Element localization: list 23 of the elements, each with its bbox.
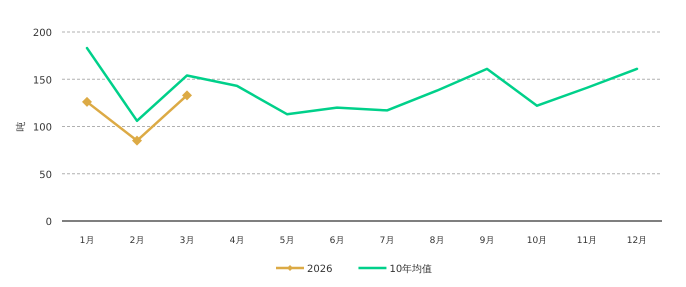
x-tick-label: 2月 xyxy=(130,236,144,246)
x-tick-label: 7月 xyxy=(380,236,394,246)
legend-label: 2026 xyxy=(307,264,332,275)
x-tick-label: 8月 xyxy=(430,236,444,246)
legend-label: 10年均值 xyxy=(389,263,432,275)
x-tick-label: 12月 xyxy=(626,236,648,246)
y-axis-title: 吨 xyxy=(15,122,27,132)
y-tick-label: 150 xyxy=(32,75,52,86)
x-tick-label: 10月 xyxy=(526,236,548,246)
x-tick-label: 9月 xyxy=(480,236,494,246)
x-tick-label: 3月 xyxy=(180,236,194,246)
x-tick-label: 6月 xyxy=(330,236,344,246)
point xyxy=(182,90,192,100)
x-tick-label: 1月 xyxy=(80,236,94,246)
x-tick-label: 4月 xyxy=(230,236,244,246)
y-tick-label: 0 xyxy=(46,217,52,228)
y-tick-label: 200 xyxy=(32,28,52,39)
point xyxy=(132,136,142,146)
y-tick-label: 100 xyxy=(32,122,52,134)
y-tick-label: 50 xyxy=(39,170,52,181)
point xyxy=(82,96,92,107)
x-tick-label: 11月 xyxy=(576,236,598,246)
x-tick-label: 5月 xyxy=(280,236,294,246)
